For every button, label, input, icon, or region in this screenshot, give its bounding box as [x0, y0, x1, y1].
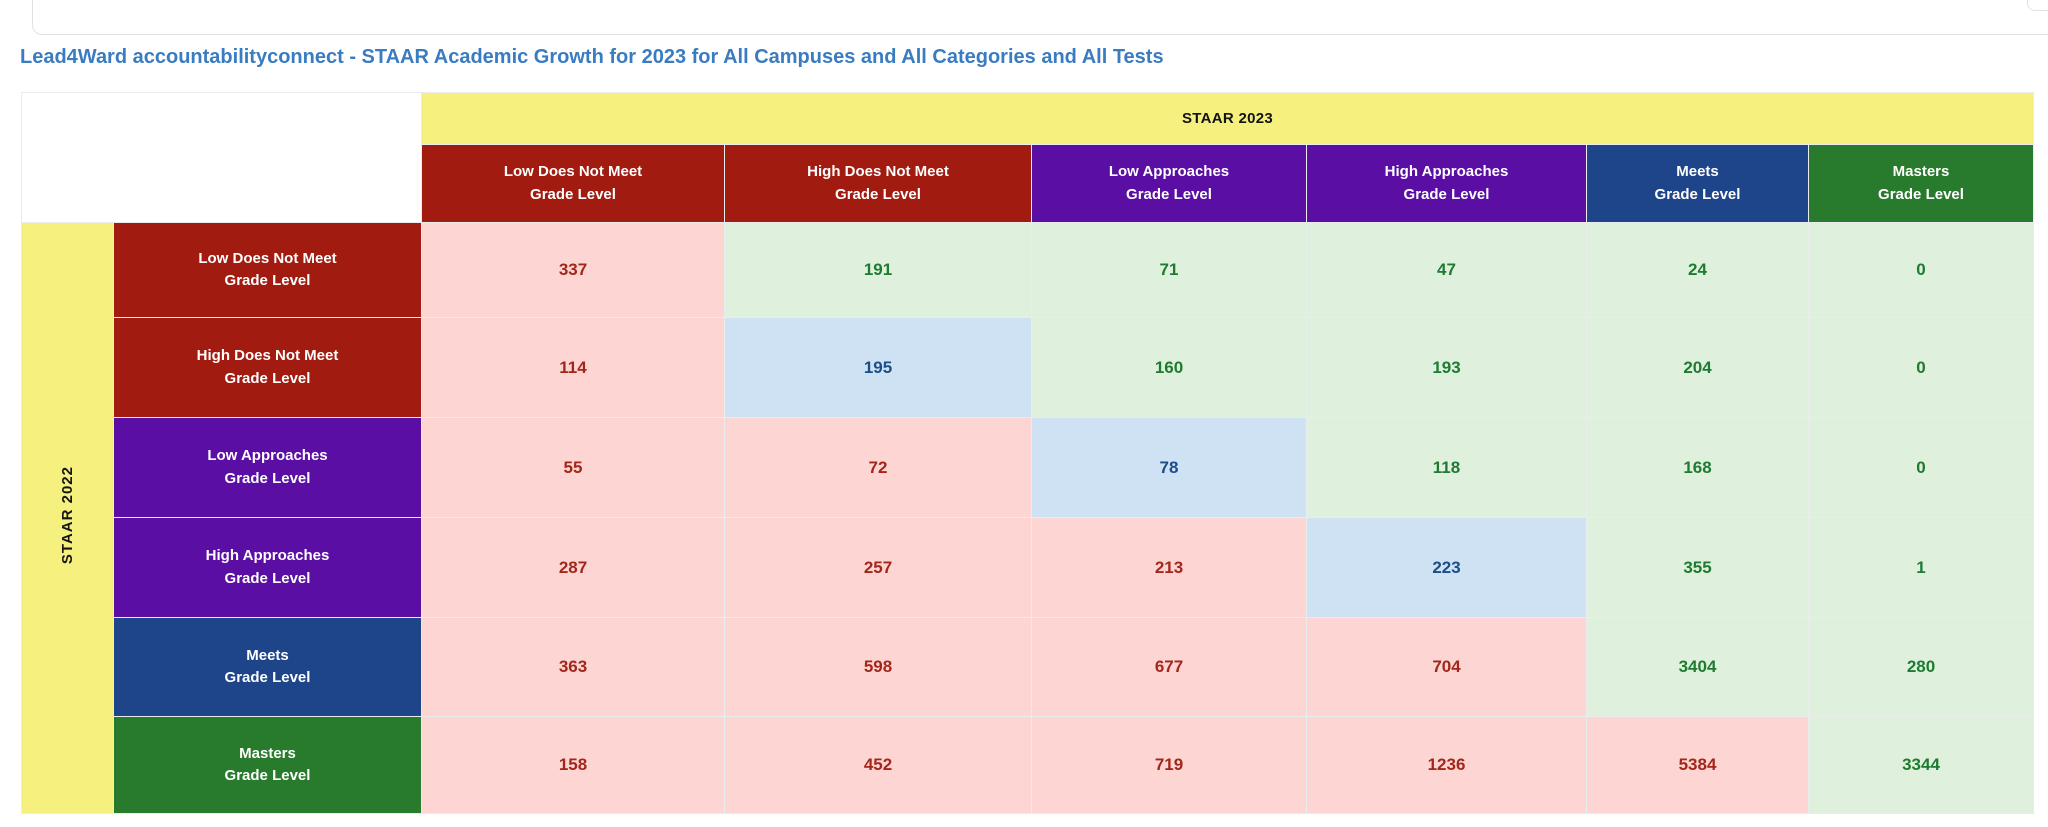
matrix-cell: 452 [724, 716, 1032, 814]
corner-cell [21, 92, 422, 223]
row-header-line1: High Does Not Meet [196, 347, 339, 364]
growth-matrix-table: STAAR 2023 Low Does Not Meet Grade Level… [21, 92, 2034, 814]
matrix-cell: 3404 [1586, 617, 1809, 717]
column-header: Meets Grade Level [1586, 144, 1809, 223]
matrix-cell: 0 [1808, 417, 2034, 518]
row-header-line2: Grade Level [224, 767, 311, 784]
matrix-cell: 355 [1586, 517, 1809, 618]
matrix-cell: 213 [1031, 517, 1307, 618]
matrix-cell: 55 [421, 417, 725, 518]
column-header-line1: High Approaches [1384, 163, 1509, 180]
matrix-cell: 72 [724, 417, 1032, 518]
matrix-cell: 5384 [1586, 716, 1809, 814]
column-header-line1: Masters [1892, 163, 1950, 180]
matrix-cell: 363 [421, 617, 725, 717]
row-header-line2: Grade Level [224, 469, 311, 487]
matrix-cell: 223 [1306, 517, 1587, 618]
staar-2022-label: STAAR 2022 [59, 466, 76, 565]
matrix-cell: 47 [1306, 222, 1587, 318]
matrix-cell: 24 [1586, 222, 1809, 318]
column-header: Low Does Not Meet Grade Level [421, 144, 725, 223]
matrix-cell: 677 [1031, 617, 1307, 717]
matrix-cell: 118 [1306, 417, 1587, 518]
row-header-line1: Meets [246, 646, 289, 664]
row-header: High Does Not Meet Grade Level [113, 317, 422, 418]
toolbar-partial-button[interactable] [2027, 0, 2048, 11]
matrix-cell: 191 [724, 222, 1032, 318]
matrix-cell: 719 [1031, 716, 1307, 814]
matrix-cell: 160 [1031, 317, 1307, 418]
row-header: Meets Grade Level [113, 617, 422, 717]
column-header-line2: Grade Level [1403, 185, 1490, 203]
matrix-cell: 257 [724, 517, 1032, 618]
column-header: High Does Not Meet Grade Level [724, 144, 1032, 223]
matrix-cell: 337 [421, 222, 725, 318]
row-header: Low Does Not Meet Grade Level [113, 222, 422, 318]
matrix-cell: 168 [1586, 417, 1809, 518]
matrix-cell: 0 [1808, 317, 2034, 418]
column-header-line2: Grade Level [835, 185, 921, 203]
row-header: High Approaches Grade Level [113, 517, 422, 618]
column-header-line1: High Does Not Meet [807, 163, 949, 180]
matrix-cell: 78 [1031, 417, 1307, 518]
column-header: High Approaches Grade Level [1306, 144, 1587, 223]
row-header: Masters Grade Level [113, 716, 422, 814]
top-toolbar [32, 0, 2048, 35]
column-header-line1: Meets [1676, 163, 1719, 180]
row-header: Low Approaches Grade Level [113, 417, 422, 518]
row-header-line2: Grade Level [224, 669, 311, 686]
page-title: Lead4Ward accountabilityconnect - STAAR … [20, 46, 1164, 68]
matrix-cell: 204 [1586, 317, 1809, 418]
column-header: Low Approaches Grade Level [1031, 144, 1307, 223]
matrix-cell: 598 [724, 617, 1032, 717]
matrix-cell: 280 [1808, 617, 2034, 717]
matrix-cell: 287 [421, 517, 725, 618]
column-header: Masters Grade Level [1808, 144, 2034, 223]
matrix-cell: 158 [421, 716, 725, 814]
row-header-line2: Grade Level [224, 369, 311, 387]
row-header-line1: Low Approaches [207, 447, 328, 464]
row-header-line1: Low Does Not Meet [198, 249, 337, 267]
row-header-line1: Masters [239, 744, 296, 762]
column-header-line1: Low Approaches [1108, 163, 1230, 180]
matrix-cell: 3344 [1808, 716, 2034, 814]
column-header-line2: Grade Level [1126, 185, 1212, 203]
matrix-cell: 1 [1808, 517, 2034, 618]
column-header-line1: Low Does Not Meet [503, 163, 643, 180]
matrix-cell: 704 [1306, 617, 1587, 717]
staar-2023-header: STAAR 2023 [421, 92, 2034, 145]
row-header-line2: Grade Level [224, 272, 311, 289]
column-header-line2: Grade Level [530, 185, 616, 203]
column-header-line2: Grade Level [1878, 185, 1964, 203]
row-header-line1: High Approaches [205, 547, 330, 564]
matrix-cell: 193 [1306, 317, 1587, 418]
matrix-cell: 195 [724, 317, 1032, 418]
matrix-cell: 71 [1031, 222, 1307, 318]
staar-2022-header: STAAR 2022 [21, 222, 114, 814]
column-header-line2: Grade Level [1654, 185, 1741, 203]
matrix-cell: 114 [421, 317, 725, 418]
matrix-cell: 1236 [1306, 716, 1587, 814]
row-header-line2: Grade Level [224, 569, 311, 587]
matrix-cell: 0 [1808, 222, 2034, 318]
